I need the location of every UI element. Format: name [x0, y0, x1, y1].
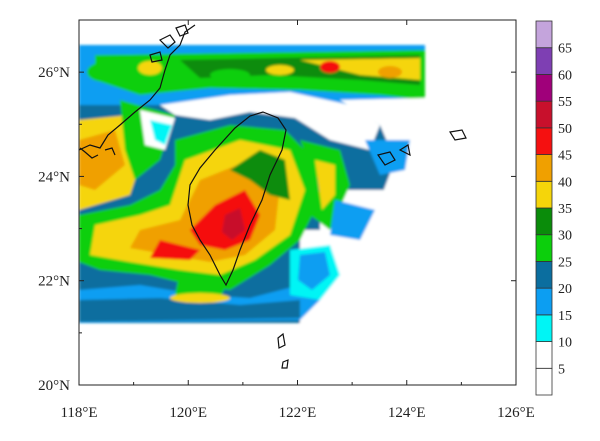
colorbar-swatch [535, 20, 553, 49]
y-tick-label: 22°N [38, 274, 70, 290]
x-tick-label: 126°E [497, 405, 535, 421]
x-axis: 118°E 120°E 122°E 124°E 126°E [60, 20, 535, 421]
colorbar-label: 55 [558, 95, 572, 110]
colorbar-swatch [535, 234, 553, 262]
colorbar-swatch [535, 207, 553, 236]
colorbar-swatch [535, 180, 553, 209]
penghu-coast [79, 147, 116, 159]
colorbar-swatch [535, 127, 553, 155]
colorbar-label: 60 [558, 68, 572, 83]
taiwan-coastline [187, 111, 287, 287]
colorbar-swatch [535, 314, 553, 342]
colorbar-swatch [535, 341, 553, 369]
y-tick-label: 26°N [38, 65, 70, 81]
x-tick-label: 124°E [388, 405, 426, 421]
colorbar-label: 35 [558, 202, 572, 217]
colorbar-swatch [535, 74, 553, 102]
coastal-islands [149, 24, 189, 63]
colorbar-label: 30 [558, 229, 572, 244]
x-tick-label: 122°E [279, 405, 317, 421]
colorbar-swatch [535, 287, 553, 316]
colorbar-label: 45 [558, 149, 572, 164]
colorbar-swatch [535, 47, 553, 75]
mainland-coastline [79, 24, 196, 151]
colorbar-label: 25 [558, 255, 572, 270]
luzon-strait-islands [277, 332, 289, 369]
colorbar-label: 10 [558, 336, 572, 351]
colorbar-label: 20 [558, 282, 572, 297]
colorbar-swatch [535, 100, 553, 129]
x-tick-label: 118°E [60, 405, 97, 421]
colorbar-label: 65 [558, 42, 572, 57]
y-tick-label: 24°N [38, 169, 70, 185]
coastline [79, 24, 467, 369]
colorbar-label: 40 [558, 175, 572, 190]
colorbar: 5 10 15 20 25 30 35 40 45 50 55 60 65 [535, 20, 572, 396]
colorbar-swatch [535, 154, 553, 182]
colorbar-label: 50 [558, 122, 572, 137]
y-axis: 20°N 22°N 24°N 26°N [38, 65, 516, 394]
y-tick-label: 20°N [38, 378, 70, 394]
colorbar-label: 15 [558, 309, 572, 324]
reflectivity-field [79, 45, 425, 323]
colorbar-label: 5 [558, 362, 565, 377]
x-tick-label: 120°E [169, 405, 207, 421]
colorbar-swatch [535, 367, 553, 396]
ryukyu-islands [377, 129, 467, 166]
colorbar-swatch [535, 261, 553, 289]
